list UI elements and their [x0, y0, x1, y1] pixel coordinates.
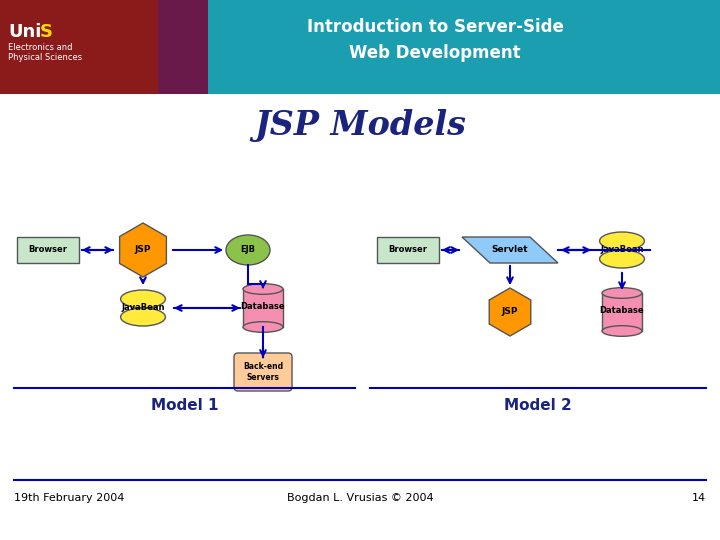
Text: JSP: JSP — [135, 246, 151, 254]
Ellipse shape — [243, 322, 283, 332]
Polygon shape — [120, 223, 166, 277]
Text: Database: Database — [600, 306, 644, 315]
Ellipse shape — [121, 308, 166, 326]
Ellipse shape — [602, 288, 642, 298]
FancyBboxPatch shape — [234, 353, 292, 391]
Text: JSP: JSP — [502, 307, 518, 316]
FancyBboxPatch shape — [17, 237, 79, 263]
Text: EJB: EJB — [240, 246, 256, 254]
Text: Browser: Browser — [389, 246, 428, 254]
Ellipse shape — [243, 284, 283, 294]
Ellipse shape — [121, 290, 166, 308]
FancyBboxPatch shape — [243, 289, 283, 327]
Text: 19th February 2004: 19th February 2004 — [14, 493, 125, 503]
Text: JavaBean: JavaBean — [121, 303, 165, 313]
Text: 14: 14 — [692, 493, 706, 503]
Text: S: S — [40, 23, 53, 41]
FancyBboxPatch shape — [0, 0, 720, 94]
Text: Back-end
Servers: Back-end Servers — [243, 362, 283, 382]
Ellipse shape — [600, 232, 644, 250]
FancyBboxPatch shape — [158, 0, 208, 94]
Text: Servlet: Servlet — [492, 246, 528, 254]
Ellipse shape — [600, 250, 644, 268]
FancyBboxPatch shape — [377, 237, 439, 263]
Text: JavaBean: JavaBean — [600, 246, 644, 254]
Text: Introduction to Server-Side
Web Development: Introduction to Server-Side Web Developm… — [307, 18, 564, 62]
Text: JSP Models: JSP Models — [254, 109, 466, 141]
Text: Physical Sciences: Physical Sciences — [8, 52, 82, 62]
Ellipse shape — [226, 235, 270, 265]
FancyBboxPatch shape — [602, 293, 642, 331]
Text: Model 2: Model 2 — [504, 397, 572, 413]
Text: Database: Database — [240, 302, 285, 312]
Ellipse shape — [602, 326, 642, 336]
Text: Uni: Uni — [8, 23, 41, 41]
Polygon shape — [462, 237, 558, 263]
Text: Model 1: Model 1 — [151, 397, 219, 413]
Text: Electronics and: Electronics and — [8, 44, 73, 52]
Polygon shape — [489, 288, 531, 336]
Text: Bogdan L. Vrusias © 2004: Bogdan L. Vrusias © 2004 — [287, 493, 433, 503]
Text: Browser: Browser — [29, 246, 68, 254]
FancyBboxPatch shape — [0, 0, 158, 94]
